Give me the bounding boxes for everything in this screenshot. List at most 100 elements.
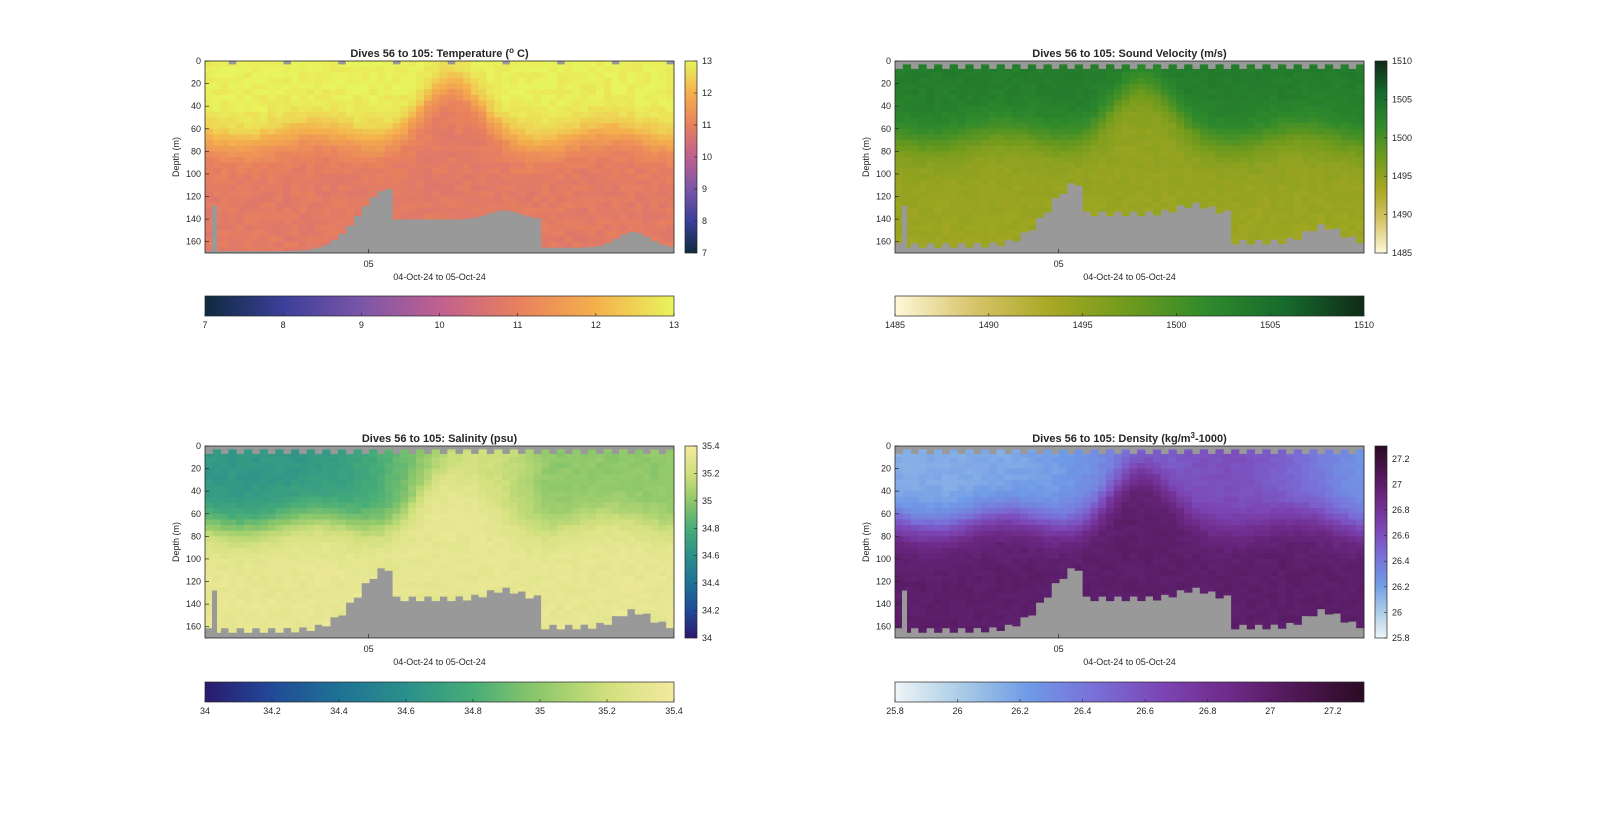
heatmap-cell: [611, 123, 620, 130]
heatmap-cell: [267, 145, 276, 152]
heatmap-cell: [564, 202, 573, 209]
heatmap-cell: [509, 111, 519, 118]
heatmap-cell: [1145, 196, 1154, 203]
heatmap-cell: [212, 202, 222, 209]
heatmap-cell: [1121, 123, 1130, 130]
heatmap-cell: [1215, 83, 1224, 90]
heatmap-cell: [220, 94, 229, 101]
heatmap-cell: [314, 502, 323, 509]
heatmap-cell: [462, 66, 472, 73]
heatmap-cell: [1027, 224, 1037, 231]
heatmap-cell: [1090, 72, 1099, 79]
heatmap-cell: [1027, 219, 1037, 226]
heatmap-cell: [376, 145, 386, 152]
heatmap-cell: [369, 457, 378, 464]
heatmap-cell: [275, 219, 284, 226]
heatmap-cell: [1074, 173, 1083, 180]
heatmap-cell: [322, 168, 331, 175]
heatmap-cell: [322, 575, 331, 582]
heatmap-cell: [478, 202, 487, 209]
heatmap-cell: [533, 457, 542, 464]
heatmap-cell: [1215, 173, 1224, 180]
heatmap-cell: [941, 100, 951, 107]
heatmap-cell: [447, 553, 456, 560]
heatmap-cell: [353, 128, 362, 135]
heatmap-cell: [392, 496, 401, 503]
heatmap-cell: [1262, 72, 1271, 79]
heatmap-cell: [400, 100, 409, 107]
heatmap-cell: [1301, 123, 1310, 130]
heatmap-cell: [1324, 64, 1334, 68]
heatmap-cell: [431, 485, 440, 492]
heatmap-cell: [627, 106, 636, 113]
heatmap-cell: [228, 123, 237, 130]
heatmap-cell: [486, 83, 495, 90]
heatmap-cell: [322, 61, 331, 68]
heatmap-cell: [290, 117, 300, 124]
heatmap-cell: [478, 128, 487, 135]
heatmap-cell: [439, 570, 448, 577]
heatmap-cell: [228, 604, 237, 611]
heatmap-cell: [902, 83, 912, 90]
heatmap-cell: [220, 485, 229, 492]
heatmap-cell: [330, 157, 339, 164]
heatmap-cell: [1129, 162, 1138, 169]
heatmap-cell: [392, 581, 401, 588]
heatmap-cell: [275, 519, 284, 526]
heatmap-cell: [1074, 66, 1083, 73]
heatmap-cell: [1168, 145, 1177, 152]
heatmap-cell: [337, 111, 347, 118]
heatmap-cell: [447, 77, 456, 84]
heatmap-cell: [918, 202, 927, 209]
heatmap-cell: [431, 151, 440, 158]
heatmap-cell: [298, 468, 308, 475]
heatmap-cell: [1270, 190, 1279, 197]
heatmap-cell: [486, 140, 495, 147]
heatmap-cell: [400, 196, 409, 203]
heatmap-cell: [400, 457, 409, 464]
heatmap-cell: [283, 592, 292, 599]
heatmap-cell: [642, 61, 651, 68]
heatmap-cell: [298, 162, 308, 169]
heatmap-cell: [462, 479, 472, 486]
heatmap-cell: [275, 230, 284, 237]
heatmap-cell: [361, 581, 370, 584]
heatmap-cell: [1113, 117, 1123, 124]
heatmap-cell: [957, 68, 966, 73]
heatmap-cell: [1027, 185, 1037, 192]
heatmap-cell: [447, 140, 456, 147]
heatmap-cell: [376, 140, 386, 147]
heatmap-cell: [431, 457, 440, 464]
heatmap-cell: [259, 224, 268, 231]
heatmap-cell: [1262, 128, 1271, 135]
heatmap-cell: [1066, 100, 1076, 107]
heatmap-cell: [525, 462, 534, 469]
heatmap-cell: [416, 558, 425, 565]
heatmap-cell: [431, 474, 440, 481]
heatmap-cell: [267, 224, 276, 231]
heatmap-cell: [236, 553, 245, 560]
heatmap-cell: [1270, 213, 1279, 220]
heatmap-cell: [478, 457, 487, 464]
heatmap-cell: [228, 462, 237, 469]
heatmap-cell: [1317, 145, 1326, 152]
heatmap-cell: [1192, 134, 1201, 141]
heatmap-cell: [376, 508, 386, 515]
heatmap-cell: [361, 530, 370, 537]
heatmap-cell: [353, 83, 362, 90]
heatmap-cell: [957, 151, 966, 158]
heatmap-cell: [228, 581, 237, 588]
heatmap-cell: [1293, 196, 1302, 203]
y-tick-label: 100: [876, 169, 891, 179]
heatmap-cell: [934, 72, 943, 79]
heatmap-cell: [1184, 196, 1193, 203]
heatmap-cell: [1356, 77, 1365, 84]
heatmap-cell: [556, 145, 565, 152]
heatmap-cell: [580, 236, 589, 243]
heatmap-cell: [212, 190, 222, 197]
heatmap-cell: [244, 111, 253, 118]
heatmap-cell: [949, 179, 958, 186]
heatmap-cell: [447, 592, 456, 599]
heatmap-cell: [1074, 179, 1083, 186]
heatmap-cell: [470, 213, 479, 218]
